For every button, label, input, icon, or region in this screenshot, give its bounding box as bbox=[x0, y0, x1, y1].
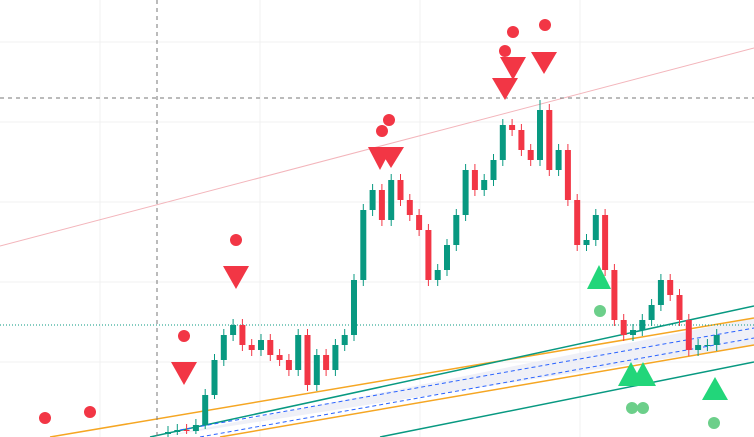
candle-body bbox=[425, 230, 432, 280]
candle-body bbox=[397, 180, 404, 200]
candle-body bbox=[648, 305, 655, 320]
candle-body bbox=[211, 360, 218, 395]
candle-body bbox=[165, 432, 171, 434]
mid-line bbox=[179, 327, 754, 431]
candle-body bbox=[462, 170, 469, 215]
candle-body bbox=[434, 270, 441, 280]
candle-body bbox=[546, 110, 553, 170]
candle-body bbox=[351, 280, 357, 335]
candle-body bbox=[406, 200, 413, 215]
candles bbox=[165, 100, 720, 437]
channel-fill bbox=[160, 318, 754, 437]
candle-body bbox=[685, 320, 692, 350]
channel-line bbox=[49, 317, 754, 437]
candle-body bbox=[620, 320, 627, 335]
candle-body bbox=[453, 215, 460, 245]
candle-body bbox=[657, 280, 664, 305]
candle-body bbox=[574, 200, 581, 245]
candle-body bbox=[174, 430, 181, 432]
candle-body bbox=[704, 345, 711, 346]
channel-line bbox=[149, 305, 754, 437]
candle-body bbox=[537, 110, 543, 160]
candle-body bbox=[416, 215, 423, 230]
candle-body bbox=[285, 360, 292, 370]
candle-body bbox=[220, 335, 227, 360]
channel-line bbox=[219, 344, 754, 437]
candle-body bbox=[611, 270, 618, 320]
candle-body bbox=[192, 425, 199, 431]
candle-body bbox=[313, 355, 320, 385]
candle-body bbox=[239, 325, 246, 345]
candle-body bbox=[676, 295, 683, 320]
candle-body bbox=[499, 125, 506, 160]
signals bbox=[39, 19, 557, 424]
candle-body bbox=[630, 330, 636, 335]
candle-body bbox=[639, 320, 646, 330]
candle-body bbox=[332, 345, 339, 370]
candle-body bbox=[518, 130, 525, 150]
candle-body bbox=[444, 245, 450, 270]
candle-body bbox=[713, 335, 720, 345]
candle-body bbox=[481, 180, 488, 190]
candle-body bbox=[304, 335, 311, 385]
candle-body bbox=[258, 340, 264, 350]
candle-body bbox=[267, 340, 274, 355]
candle-body bbox=[602, 215, 609, 270]
candle-body bbox=[323, 355, 330, 370]
candle-body bbox=[555, 150, 562, 170]
candle-body bbox=[295, 335, 302, 370]
candle-body bbox=[183, 430, 190, 431]
signals bbox=[587, 265, 728, 429]
channel-line bbox=[379, 361, 754, 437]
candle-body bbox=[248, 345, 255, 350]
candle-body bbox=[527, 150, 534, 160]
candle-body bbox=[471, 170, 478, 190]
candle-body bbox=[378, 190, 385, 220]
candle-body bbox=[695, 345, 702, 350]
mid-line bbox=[199, 337, 754, 437]
candle-body bbox=[230, 325, 237, 335]
candle-body bbox=[388, 180, 395, 220]
candle-body bbox=[369, 190, 376, 210]
candle-body bbox=[341, 335, 348, 345]
candle-body bbox=[564, 150, 571, 200]
candle-body bbox=[490, 160, 497, 180]
candle-body bbox=[276, 355, 283, 360]
candle-body bbox=[583, 240, 590, 245]
candle-body bbox=[592, 215, 599, 240]
candle-body bbox=[667, 280, 674, 295]
candle-body bbox=[509, 125, 516, 130]
candle-body bbox=[202, 395, 209, 425]
candle-body bbox=[360, 210, 367, 280]
